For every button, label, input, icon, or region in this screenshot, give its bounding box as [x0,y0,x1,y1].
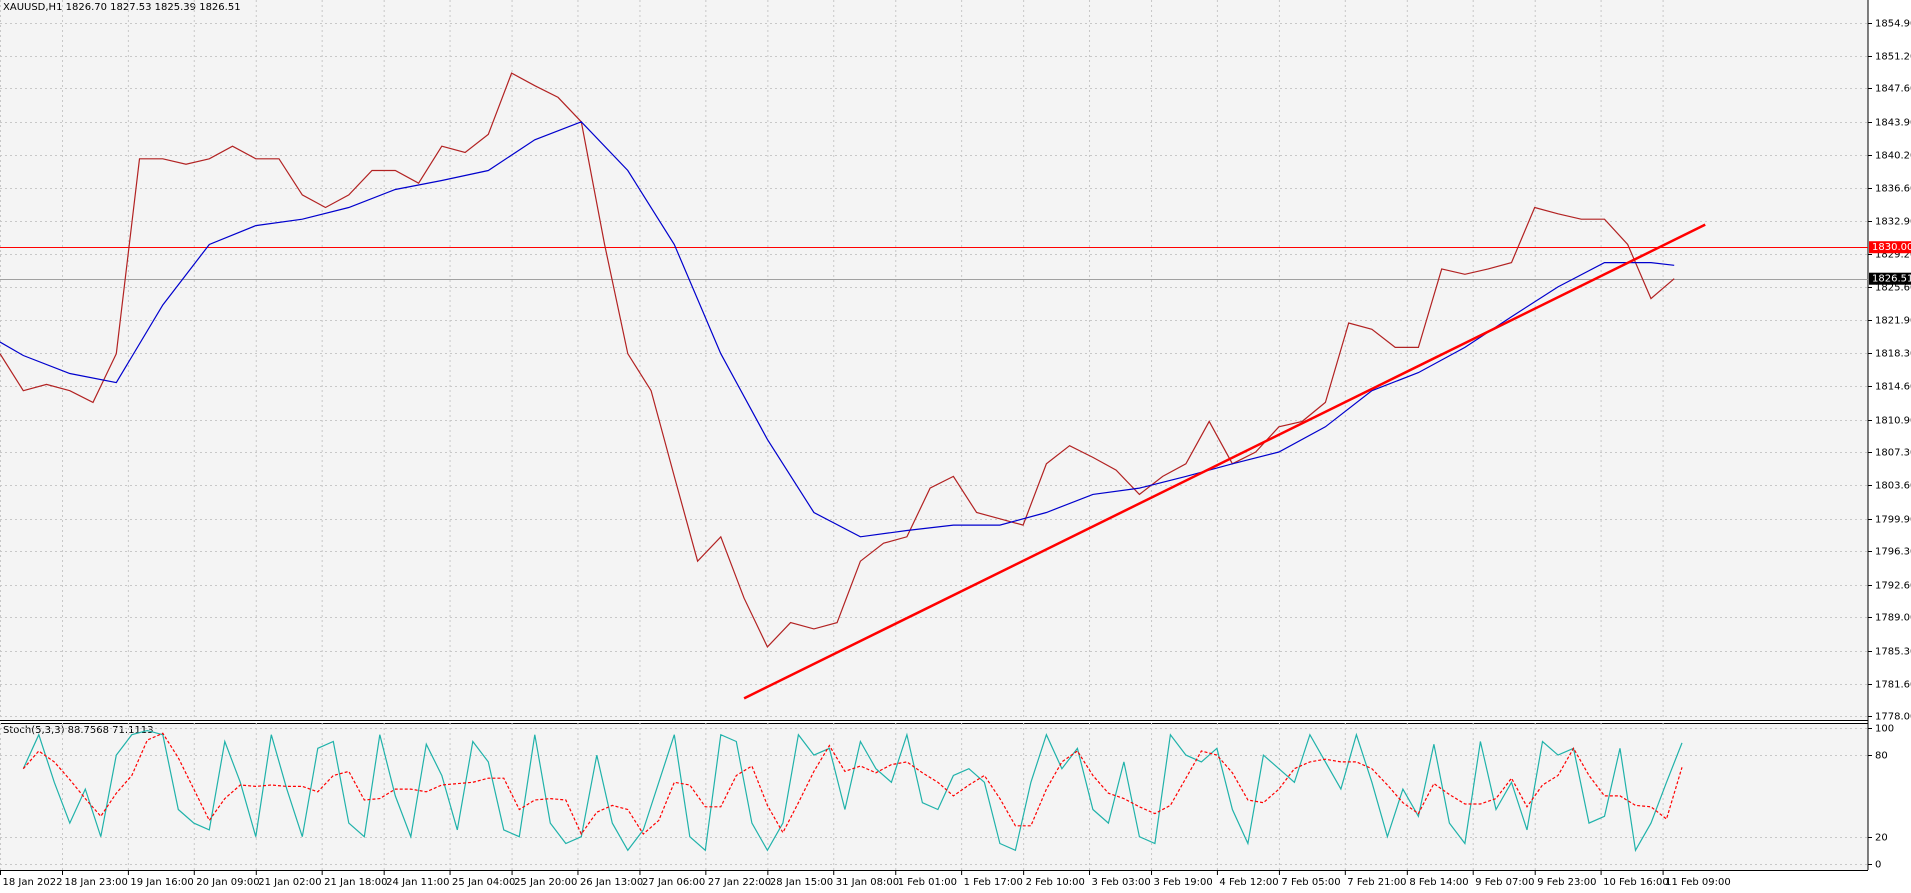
y-tick-label: 100 [1875,724,1894,735]
stoch-panel [0,723,1868,870]
y-tick-label: 1829.20 [1875,250,1911,261]
chart-title: XAUUSD,H1 1826.70 1827.53 1825.39 1826.5… [3,2,241,13]
level-label: 1830.00 [1872,242,1911,253]
y-tick-label: 1799.90 [1875,515,1911,526]
last-price-box [1869,272,1911,285]
x-tick-label: 24 Jan 11:00 [386,877,449,888]
x-tick-label: 1 Feb 01:00 [898,877,957,888]
y-tick-label: 0 [1875,860,1881,871]
y-tick-label: 1781.60 [1875,680,1911,691]
y-tick-label: 1843.90 [1875,118,1911,129]
x-tick-label: 9 Feb 23:00 [1537,877,1596,888]
series-line [0,121,1675,538]
y-tick-label: 1832.90 [1875,217,1911,228]
y-tick-label: 80 [1875,751,1888,762]
x-tick-label: 4 Feb 12:00 [1219,877,1278,888]
x-tick-label: 8 Feb 14:00 [1409,877,1468,888]
last-price-label: 1826.51 [1872,274,1911,285]
x-tick-label: 28 Jan 15:00 [770,877,833,888]
x-tick-label: 9 Feb 07:00 [1475,877,1534,888]
x-tick-label: 21 Jan 02:00 [258,877,321,888]
price-panel [0,0,1868,720]
x-tick-label: 2 Feb 10:00 [1026,877,1085,888]
y-tick-label: 1847.60 [1875,84,1911,95]
x-tick-label: 31 Jan 08:00 [836,877,899,888]
x-tick-label: 10 Feb 16:00 [1603,877,1669,888]
x-tick-label: 3 Feb 03:00 [1092,877,1151,888]
x-tick-label: 20 Jan 09:00 [196,877,259,888]
trend-line [743,223,1706,700]
x-tick-label: 21 Jan 18:00 [324,877,387,888]
x-tick-label: 27 Jan 06:00 [642,877,705,888]
y-tick-label: 1840.20 [1875,151,1911,162]
x-tick-label: 3 Feb 19:00 [1154,877,1213,888]
y-tick-label: 20 [1875,833,1888,844]
y-tick-label: 1807.30 [1875,448,1911,459]
y-tick-label: 1825.60 [1875,283,1911,294]
x-tick-label: 26 Jan 13:00 [580,877,643,888]
series-line [0,72,1675,648]
series-line [22,732,1683,836]
x-tick-label: 25 Jan 04:00 [452,877,515,888]
y-tick-label: 1792.60 [1875,581,1911,592]
x-tick-label: 7 Feb 05:00 [1281,877,1340,888]
x-tick-label: 25 Jan 20:00 [514,877,577,888]
y-tick-label: 1785.30 [1875,647,1911,658]
x-tick-label: 18 Jan 2022 [3,877,63,888]
x-tick-label: 18 Jan 23:00 [65,877,128,888]
x-tick-label: 11 Feb 09:00 [1665,877,1731,888]
y-tick-label: 1851.20 [1875,52,1911,63]
y-tick-label: 1803.60 [1875,481,1911,492]
y-tick-label: 1796.30 [1875,547,1911,558]
x-tick-label: 1 Feb 17:00 [964,877,1023,888]
y-tick-label: 1818.30 [1875,349,1911,360]
x-tick-label: 7 Feb 21:00 [1347,877,1406,888]
y-tick-label: 1814.60 [1875,382,1911,393]
level-label-box [1869,241,1911,254]
x-tick-label: 19 Jan 16:00 [130,877,193,888]
y-tick-label: 1836.60 [1875,184,1911,195]
indicator-title: Stoch(5,3,3) 88.7568 71.1113 [3,725,154,736]
y-tick-label: 1789.00 [1875,613,1911,624]
y-tick-label: 1821.90 [1875,316,1911,327]
x-tick-label: 27 Jan 22:00 [708,877,771,888]
series-line [22,729,1683,853]
y-tick-label: 1810.90 [1875,416,1911,427]
y-tick-label: 1854.90 [1875,19,1911,30]
y-tick-label: 1778.00 [1875,712,1911,723]
